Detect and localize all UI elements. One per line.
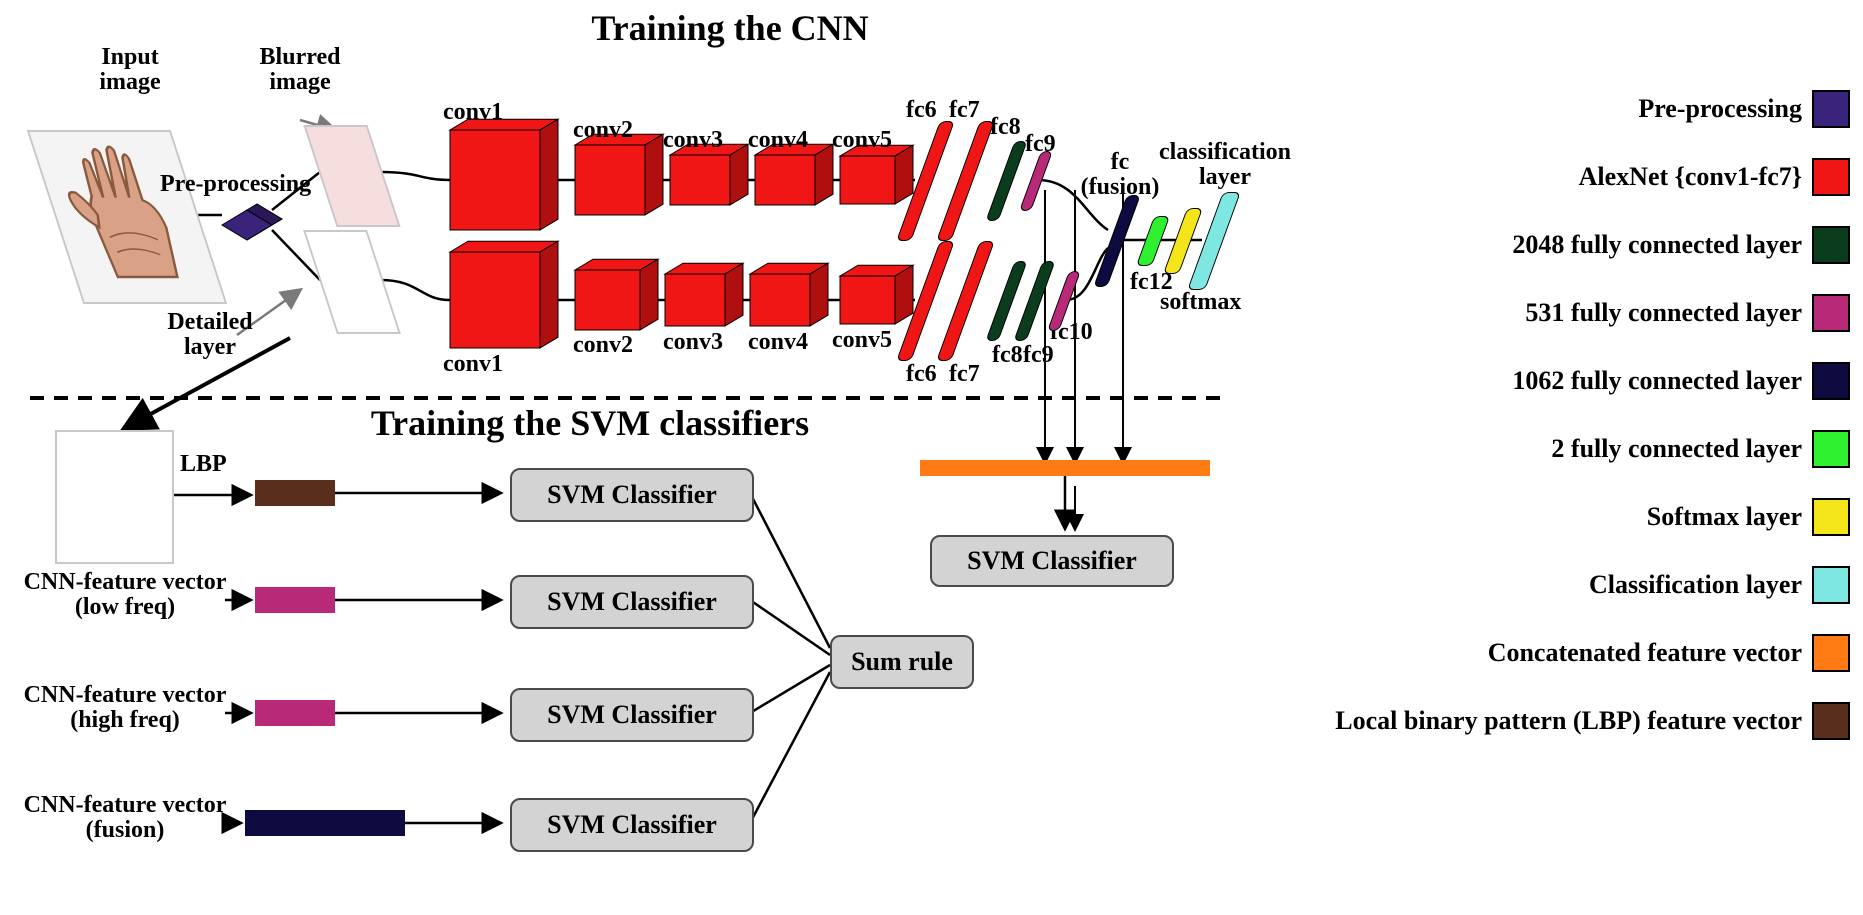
feature-high: [255, 700, 335, 726]
sum-rule: Sum rule: [830, 635, 974, 689]
legend-item: Classification layer: [1589, 566, 1850, 604]
legend-swatch: [1812, 362, 1850, 400]
label-preprocessing: Pre-processing: [160, 172, 311, 197]
label-cnn-low: CNN-feature vector (low freq): [10, 570, 240, 620]
legend-label: Softmax layer: [1647, 502, 1802, 532]
legend-item: Softmax layer: [1647, 498, 1850, 536]
legend-item: AlexNet {conv1-fc7}: [1579, 158, 1850, 196]
title-bottom: Training the SVM classifiers: [310, 405, 870, 443]
label-fc6b: fc6: [906, 362, 937, 387]
legend-swatch: [1812, 702, 1850, 740]
svm3-label: SVM Classifier: [547, 700, 717, 730]
label-fc7b: fc7: [949, 362, 980, 387]
frame-detailed-layer-bottom: [55, 430, 174, 564]
label-fc8a: fc8: [990, 115, 1021, 140]
legend-swatch: [1812, 566, 1850, 604]
label-conv4b: conv4: [748, 330, 808, 355]
legend-swatch: [1812, 158, 1850, 196]
legend-item: Local binary pattern (LBP) feature vecto…: [1335, 702, 1850, 740]
svm-classifier-1: SVM Classifier: [510, 468, 754, 522]
legend-item: Pre-processing: [1638, 90, 1850, 128]
label-classification-layer: classification layer: [1150, 140, 1300, 190]
label-conv2b: conv2: [573, 333, 633, 358]
label-fc6a: fc6: [906, 98, 937, 123]
legend-label: 1062 fully connected layer: [1512, 366, 1802, 396]
label-detailed-layer: Detailed layer: [150, 310, 270, 360]
label-conv5a: conv5: [832, 128, 892, 153]
label-conv2a: conv2: [573, 118, 633, 143]
label-lbp: LBP: [180, 452, 227, 477]
label-conv1a: conv1: [443, 100, 503, 125]
concatenated-feature-vector: [920, 460, 1210, 476]
legend-item: 1062 fully connected layer: [1512, 362, 1850, 400]
legend-swatch: [1812, 294, 1850, 332]
legend-label: AlexNet {conv1-fc7}: [1579, 162, 1802, 192]
legend-item: 2 fully connected layer: [1551, 430, 1850, 468]
sum-rule-label: Sum rule: [851, 647, 953, 677]
diagram-stage: Training the CNN Training the SVM classi…: [0, 0, 1863, 915]
legend-item: Concatenated feature vector: [1488, 634, 1850, 672]
svm-classifier-2: SVM Classifier: [510, 575, 754, 629]
legend-swatch: [1812, 226, 1850, 264]
svm2-label: SVM Classifier: [547, 587, 717, 617]
legend-label: 2 fully connected layer: [1551, 434, 1802, 464]
feature-lbp: [255, 480, 335, 506]
label-input-image: Input image: [70, 45, 190, 95]
label-fc7a: fc7: [949, 98, 980, 123]
legend-label: 2048 fully connected layer: [1512, 230, 1802, 260]
label-fc8b: fc8: [992, 343, 1023, 368]
label-conv1b: conv1: [443, 352, 503, 377]
label-conv4a: conv4: [748, 128, 808, 153]
svm-classifier-right: SVM Classifier: [930, 535, 1174, 587]
legend-item: 531 fully connected layer: [1525, 294, 1850, 332]
label-conv3a: conv3: [663, 128, 723, 153]
legend-label: Concatenated feature vector: [1488, 638, 1802, 668]
label-cnn-fusion: CNN-feature vector (fusion): [10, 793, 240, 843]
legend-label: 531 fully connected layer: [1525, 298, 1802, 328]
svm4-label: SVM Classifier: [547, 810, 717, 840]
legend-swatch: [1812, 90, 1850, 128]
label-softmax: softmax: [1160, 290, 1241, 315]
label-cnn-high: CNN-feature vector (high freq): [10, 683, 240, 733]
title-top: Training the CNN: [430, 10, 1030, 48]
legend-label: Pre-processing: [1638, 94, 1802, 124]
feature-fusion: [245, 810, 405, 836]
svm-right-label: SVM Classifier: [967, 546, 1137, 576]
legend-label: Local binary pattern (LBP) feature vecto…: [1335, 706, 1802, 736]
feature-low: [255, 587, 335, 613]
label-blurred-image: Blurred image: [240, 45, 360, 95]
svm-classifier-3: SVM Classifier: [510, 688, 754, 742]
legend-swatch: [1812, 498, 1850, 536]
label-fc9b: fc9: [1023, 343, 1054, 368]
svm-classifier-4: SVM Classifier: [510, 798, 754, 852]
legend-swatch: [1812, 430, 1850, 468]
svm1-label: SVM Classifier: [547, 480, 717, 510]
label-conv3b: conv3: [663, 330, 723, 355]
legend-item: 2048 fully connected layer: [1512, 226, 1850, 264]
label-conv5b: conv5: [832, 328, 892, 353]
legend-label: Classification layer: [1589, 570, 1802, 600]
legend-swatch: [1812, 634, 1850, 672]
preprocessing-block: [187, 186, 307, 264]
